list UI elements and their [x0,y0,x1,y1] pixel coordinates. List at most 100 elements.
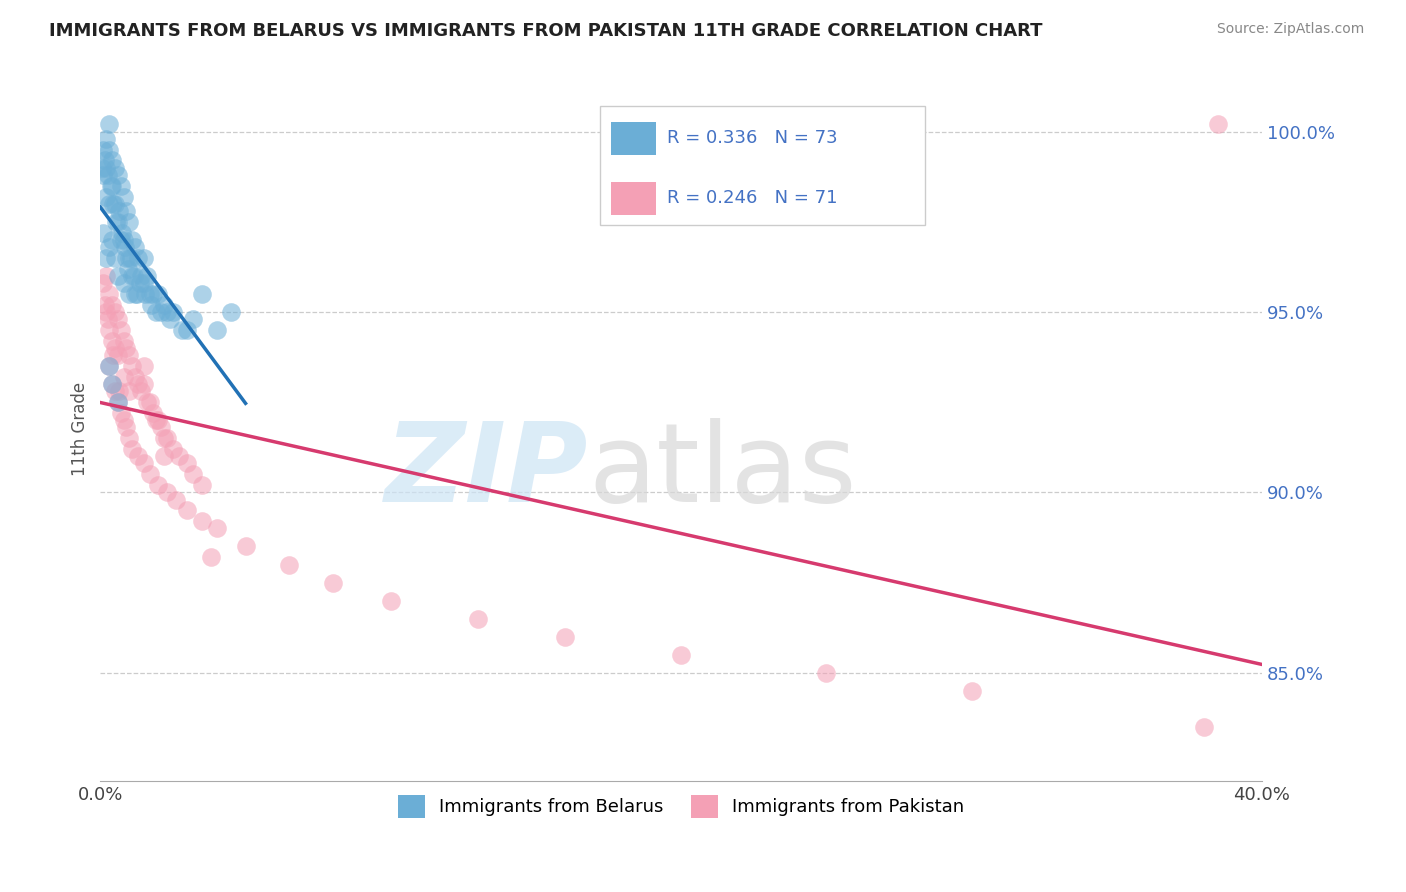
Point [108,384,131,399]
Point [124,370,146,384]
Point [104,341,127,355]
Point [132,377,155,392]
Point [181,312,204,326]
Legend: Immigrants from Belarus, Immigrants from Pakistan: Immigrants from Belarus, Immigrants from… [391,789,972,825]
Point [960,683,983,698]
Point [90,161,112,175]
Point [98,117,121,131]
Point [103,348,125,362]
Point [107,215,129,229]
Point [124,287,146,301]
Point [114,240,136,254]
Point [138,395,160,409]
Point [205,521,228,535]
Point [97,168,120,182]
Point [156,431,179,445]
Point [142,287,165,301]
Point [128,276,150,290]
Point [101,178,124,193]
Point [98,359,121,373]
Point [97,312,120,326]
Point [96,189,118,203]
Point [132,251,155,265]
Point [176,323,198,337]
Point [105,215,128,229]
Point [142,406,165,420]
Point [118,215,141,229]
Point [118,431,141,445]
Point [148,413,170,427]
Point [153,450,176,464]
Point [103,196,125,211]
Point [104,161,127,175]
Point [125,287,148,301]
Point [138,287,160,301]
Point [153,298,176,312]
Point [98,196,121,211]
Text: ZIP: ZIP [385,418,588,524]
Point [132,457,155,471]
Point [112,413,135,427]
Point [145,305,167,319]
Point [200,550,222,565]
Point [101,377,124,392]
Point [181,467,204,482]
Point [322,575,344,590]
Point [156,485,179,500]
Bar [612,122,655,155]
Point [118,251,141,265]
Point [122,268,145,283]
Point [134,287,156,301]
Point [278,558,301,572]
Point [107,268,129,283]
Point [96,132,118,146]
Point [98,240,121,254]
Point [118,348,141,362]
Point [104,305,127,319]
Point [118,287,141,301]
Point [127,251,149,265]
Point [101,153,124,168]
Point [815,665,838,680]
Point [110,323,132,337]
FancyBboxPatch shape [600,105,925,225]
Point [93,153,115,168]
Point [96,161,118,175]
Point [669,648,692,662]
Point [120,251,142,265]
Point [91,168,114,182]
Point [132,276,155,290]
Point [150,305,173,319]
Point [159,312,181,326]
Point [135,395,157,409]
Point [107,348,129,362]
Text: Source: ZipAtlas.com: Source: ZipAtlas.com [1216,22,1364,37]
Point [104,196,127,211]
Point [101,334,124,348]
Point [124,240,146,254]
Point [170,323,193,337]
Point [167,450,190,464]
Point [110,233,132,247]
Text: R = 0.246   N = 71: R = 0.246 N = 71 [668,189,838,207]
Point [156,305,179,319]
Point [112,370,135,384]
Point [148,287,170,301]
Point [162,442,184,456]
Point [162,305,184,319]
Point [121,268,143,283]
Point [129,268,152,283]
Point [112,233,135,247]
Point [96,268,118,283]
Point [100,178,122,193]
Point [115,251,138,265]
Point [219,305,242,319]
Text: R = 0.336   N = 73: R = 0.336 N = 73 [668,129,838,147]
Point [554,630,576,644]
Point [96,305,118,319]
Point [191,514,214,528]
Point [141,298,163,312]
Point [104,384,127,399]
Text: IMMIGRANTS FROM BELARUS VS IMMIGRANTS FROM PAKISTAN 11TH GRADE CORRELATION CHART: IMMIGRANTS FROM BELARUS VS IMMIGRANTS FR… [49,22,1043,40]
Point [205,323,228,337]
